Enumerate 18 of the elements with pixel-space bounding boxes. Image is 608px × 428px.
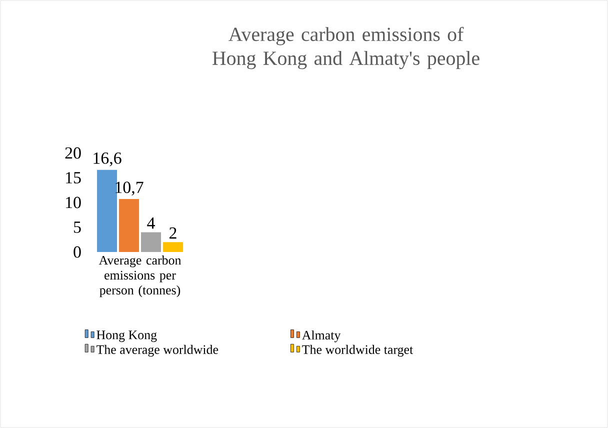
legend-label: The worldwide target: [302, 344, 414, 357]
data-label: 4: [147, 218, 155, 229]
bar: [141, 232, 162, 252]
x-tick-label: Average carbon emissions per person (tonnes): [98, 256, 182, 298]
y-tick-label: 5: [74, 222, 81, 233]
bar: [162, 242, 183, 252]
legend-label: The average worldwide: [96, 344, 218, 357]
y-tick-label: 20: [65, 147, 81, 159]
bar: [97, 170, 118, 252]
y-tick-label: 0: [74, 246, 81, 258]
legend-label: Hong Kong: [96, 330, 157, 342]
y-tick-label: 15: [66, 172, 81, 184]
y-tick-label: 10: [66, 196, 81, 208]
data-label: 2: [170, 227, 176, 239]
data-label: 16,6: [94, 152, 122, 166]
text: Average carbon emissions of Hong Kong and Almaty's people: [212, 26, 480, 70]
bar: [119, 199, 140, 252]
legend-label: Almaty: [302, 330, 341, 342]
